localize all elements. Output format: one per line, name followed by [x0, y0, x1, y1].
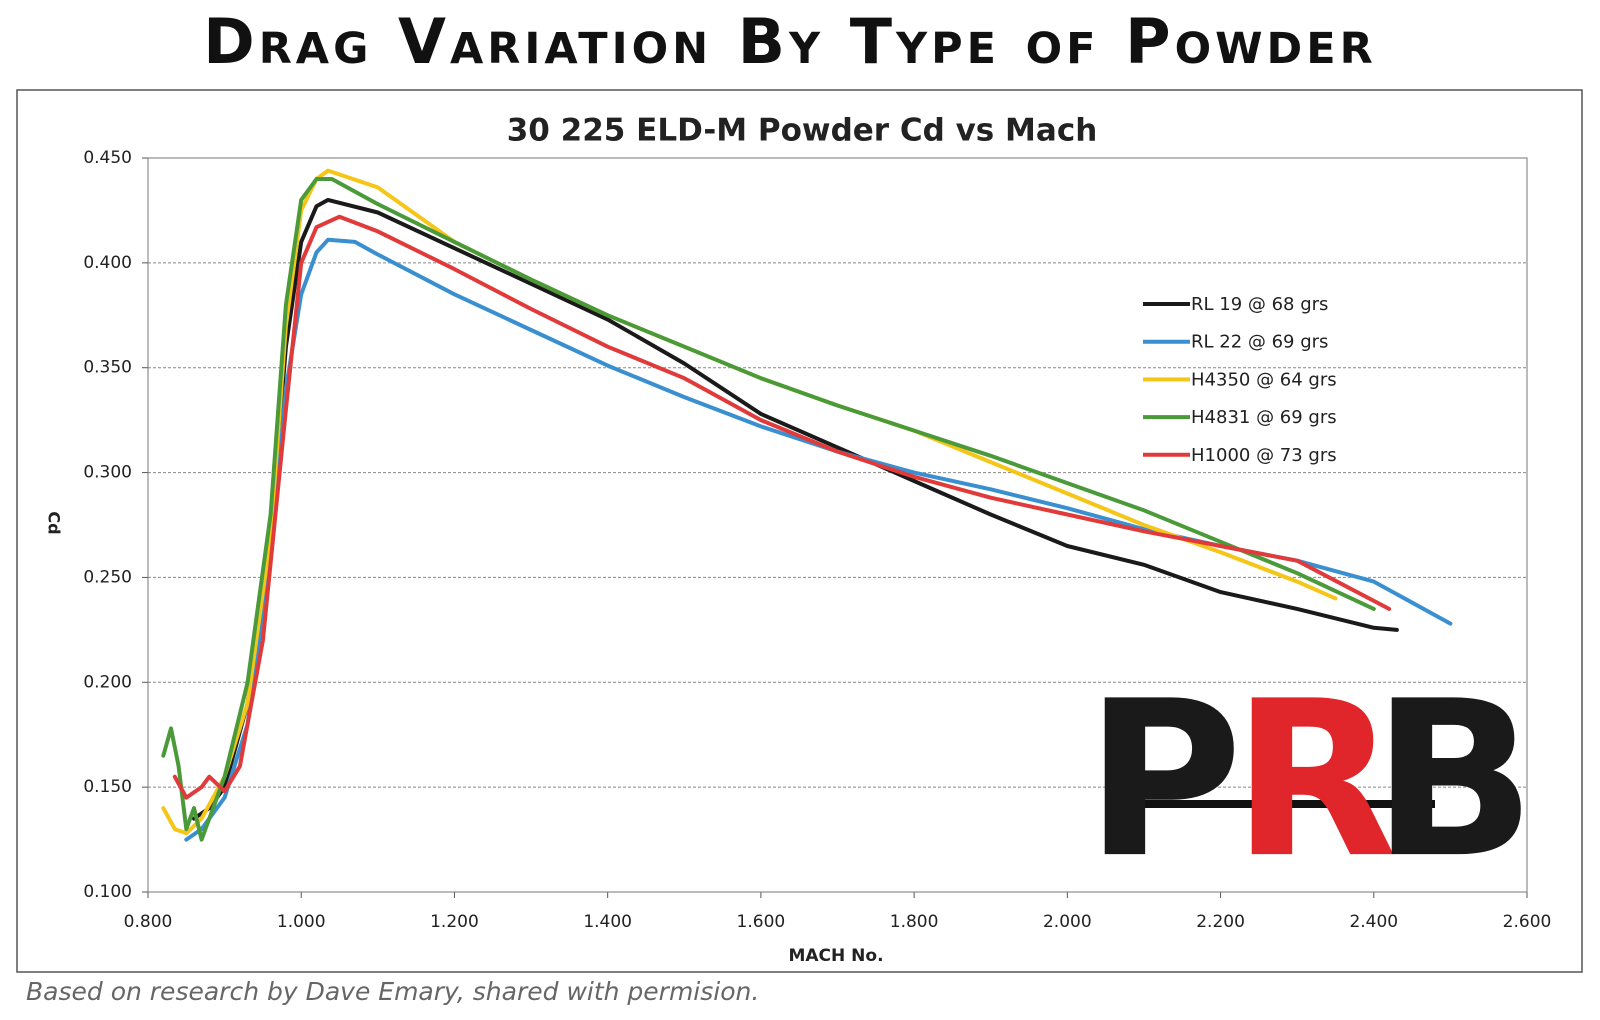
series-line — [161, 177, 1376, 842]
x-axis-label: MACH No. — [788, 946, 883, 966]
plot-border — [147, 157, 1528, 893]
x-tick-label: 2.200 — [1196, 912, 1245, 932]
footnote: Based on research by Dave Emary, shared … — [26, 977, 759, 1006]
legend-label: H4350 @ 64 grs — [1191, 369, 1337, 390]
y-tick-label: 0.100 — [83, 882, 132, 902]
y-tick-label: 0.200 — [83, 672, 132, 692]
banner-title: Drag Variation By Type of Powder — [203, 5, 1377, 78]
y-tick-label: 0.300 — [83, 463, 132, 483]
x-tick-label: 2.600 — [1503, 912, 1552, 932]
logo-letter: P — [1085, 654, 1243, 905]
x-tick-label: 0.800 — [124, 912, 173, 932]
x-tick-label: 1.200 — [430, 912, 479, 932]
legend-label: RL 22 @ 69 grs — [1191, 332, 1328, 353]
y-tick-label: 0.250 — [83, 567, 132, 587]
x-tick-label: 2.000 — [1043, 912, 1092, 932]
x-tick-label: 2.400 — [1349, 912, 1398, 932]
x-tick-label: 1.400 — [583, 912, 632, 932]
y-tick-label: 0.400 — [83, 253, 132, 273]
logo-letter: R — [1232, 654, 1398, 905]
y-axis-label: Cd — [45, 511, 64, 534]
logo-letter: B — [1372, 654, 1536, 905]
legend-label: H4831 @ 69 grs — [1191, 407, 1337, 428]
x-tick-label: 1.600 — [737, 912, 786, 932]
plot: 0.100 0.150 0.200 0.250 0.300 0.350 0.400 0.450… — [83, 148, 1551, 932]
y-tick-label: 0.350 — [83, 358, 132, 378]
x-tick-label: 1.000 — [277, 912, 326, 932]
legend-label: H1000 @ 73 grs — [1191, 445, 1337, 466]
series-line — [172, 214, 1392, 800]
y-tick-label: 0.150 — [83, 777, 132, 797]
legend-label: RL 19 @ 68 grs — [1191, 294, 1328, 315]
y-tick-label: 0.450 — [83, 148, 132, 168]
x-tick-label: 1.800 — [890, 912, 939, 932]
chart-frame — [16, 89, 1583, 973]
logo: P R B — [1085, 654, 1536, 905]
chart-title: 30 225 ELD-M Powder Cd vs Mach — [507, 113, 1098, 149]
logo-rifle — [1105, 800, 1435, 808]
